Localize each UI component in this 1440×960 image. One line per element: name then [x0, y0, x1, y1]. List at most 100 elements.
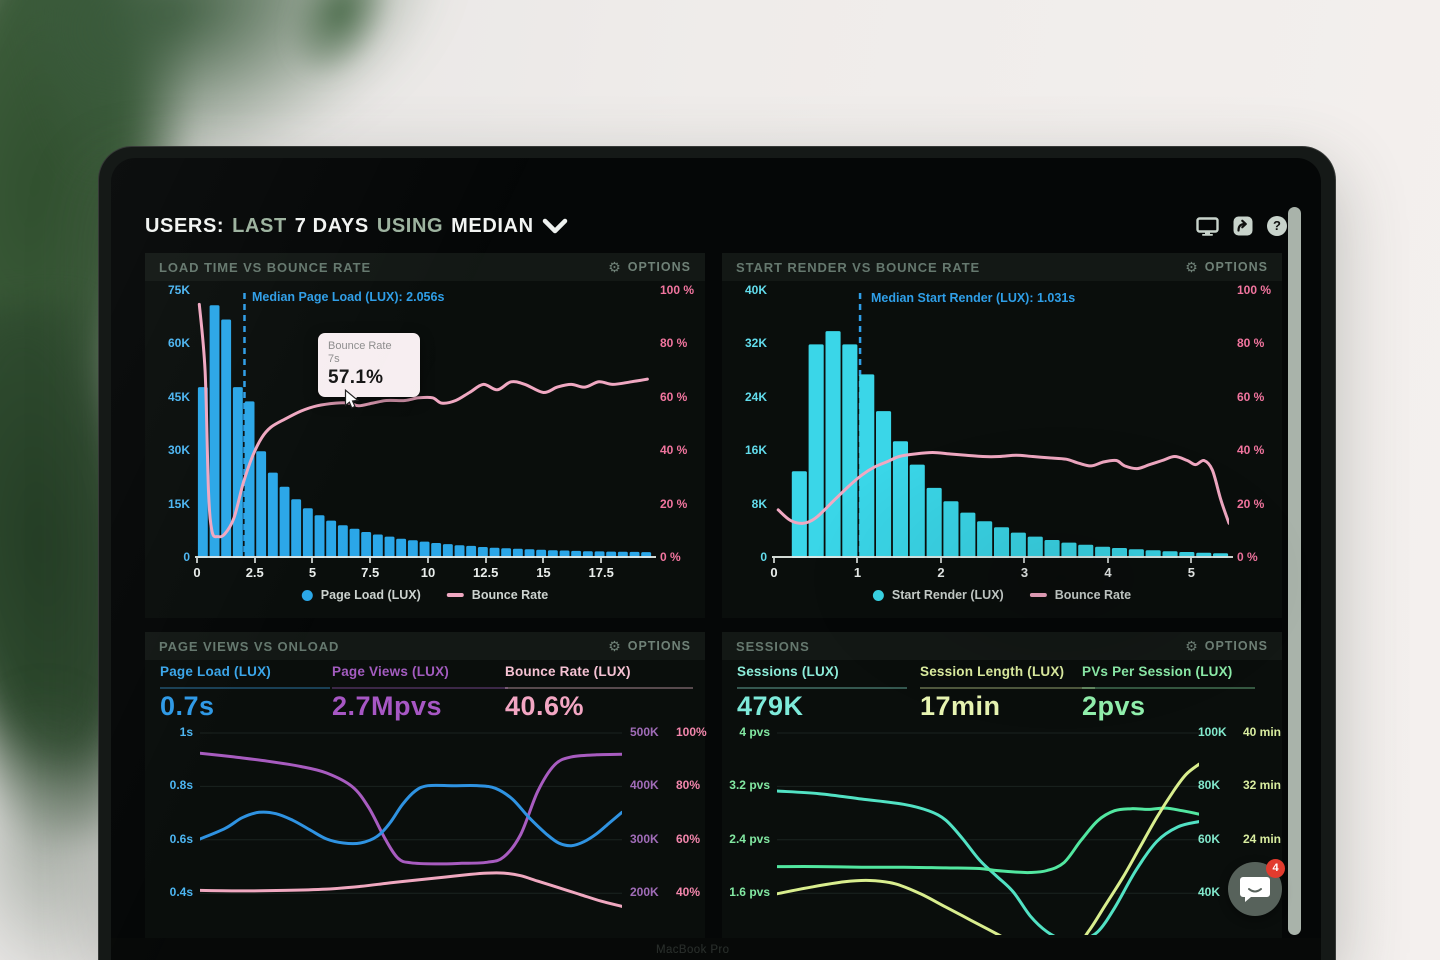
- gear-icon: ⚙: [608, 259, 622, 275]
- y-axis-label: 0.6s: [169, 831, 193, 846]
- title-part: USING: [376, 214, 444, 237]
- chart-page-views-vs-onload: [200, 732, 622, 908]
- cursor-icon: [344, 389, 360, 409]
- metric-underline: [1082, 687, 1255, 689]
- y-axis-label: 400K: [630, 778, 659, 793]
- x-tick-mark: [773, 558, 775, 563]
- x-tick-mark: [426, 558, 429, 563]
- x-tick-label: 2.5: [245, 565, 264, 580]
- metric-label: Sessions (LUX): [737, 664, 839, 679]
- y-axis-label: 0: [183, 550, 190, 564]
- scrollbar[interactable]: [1288, 207, 1301, 935]
- y-axis-label: 2.4 pvs: [729, 831, 770, 846]
- page-title-dropdown[interactable]: USERS: LAST 7 DAYS USING MEDIAN: [145, 210, 568, 242]
- x-tick-label: 15: [536, 565, 551, 580]
- x-tick-label: 7.5: [361, 565, 380, 580]
- y-axis-label: 0.4s: [169, 885, 193, 900]
- y-axis-label: 80 %: [1237, 336, 1265, 351]
- y-axis-label: 8K: [751, 496, 767, 511]
- y-axis-label: 0 %: [1237, 550, 1258, 564]
- help-icon: ?: [1267, 216, 1287, 236]
- chat-button[interactable]: 4: [1228, 859, 1285, 916]
- options-button[interactable]: ⚙ OPTIONS: [608, 260, 691, 274]
- options-button[interactable]: ⚙ OPTIONS: [1185, 260, 1268, 274]
- x-tick-mark: [600, 558, 603, 563]
- legend-line-swatch: [446, 593, 464, 597]
- x-tick-mark: [939, 558, 942, 563]
- y-axis-label: 24K: [744, 389, 767, 404]
- metric-underline: [160, 687, 330, 689]
- legend-label: Start Render (LUX): [891, 588, 1004, 602]
- y-axis-label: 80K: [1198, 778, 1221, 793]
- x-tick-label: 17.5: [588, 565, 614, 580]
- legend-item[interactable]: Page Load (LUX): [301, 588, 421, 602]
- legend-item[interactable]: Bounce Rate: [446, 588, 549, 602]
- x-tick-label: 0: [770, 565, 778, 580]
- metric-label: Bounce Rate (LUX): [505, 664, 631, 679]
- legend-item[interactable]: Bounce Rate: [1029, 588, 1132, 602]
- x-axis-line: [772, 556, 1233, 558]
- y-axis-label: 24 min: [1243, 831, 1282, 846]
- options-button[interactable]: ⚙ OPTIONS: [1185, 639, 1268, 653]
- gear-icon: ⚙: [608, 638, 622, 654]
- gear-icon: ⚙: [1185, 259, 1199, 275]
- options-label: OPTIONS: [627, 260, 691, 274]
- legend-label: Bounce Rate: [1054, 588, 1132, 602]
- laptop-brand-label: MacBook Pro: [656, 944, 730, 956]
- x-tick-mark: [484, 558, 487, 563]
- legend-label: Bounce Rate: [471, 588, 549, 602]
- title-part: USERS:: [145, 214, 225, 237]
- legend-item[interactable]: Start Render (LUX): [872, 588, 1004, 602]
- metric-value: 0.7s: [160, 691, 215, 721]
- laptop-brand-label: MacBook Pro: [656, 944, 730, 956]
- x-tick-mark: [1023, 558, 1026, 563]
- panel-title: PAGE VIEWS VS ONLOAD: [159, 638, 340, 654]
- y-axis-label: 40 %: [660, 443, 688, 458]
- monitor-icon-button[interactable]: [1196, 216, 1219, 236]
- y-axis-label: 300K: [630, 831, 659, 846]
- x-tick-label: 12.5: [473, 565, 499, 580]
- panel-title-row: START RENDER VS BOUNCE RATE ⚙ OPTIONS: [722, 253, 1282, 281]
- x-tick-label: 5: [308, 565, 317, 580]
- title-part: 7 DAYS: [294, 214, 369, 237]
- y-axis-label: 100 %: [660, 283, 695, 297]
- y-axis-label: 16K: [744, 443, 767, 458]
- y-axis-label: 30K: [167, 443, 190, 458]
- share-icon-button[interactable]: [1233, 216, 1253, 236]
- metric-label: Page Load (LUX): [160, 664, 272, 679]
- median-annotation: Median Page Load (LUX): 2.056s: [252, 290, 445, 304]
- help-icon-button[interactable]: ?: [1267, 216, 1287, 236]
- options-label: OPTIONS: [1204, 639, 1268, 653]
- y-axis-label: 0: [760, 550, 767, 564]
- chart-load-time-vs-bounce-rate: [197, 293, 652, 558]
- y-axis-label: 15K: [167, 496, 190, 511]
- metric-underline: [737, 687, 907, 689]
- panel-title: START RENDER VS BOUNCE RATE: [736, 259, 981, 275]
- y-axis-label: 40K: [744, 283, 767, 297]
- metric-value: 479K: [737, 691, 804, 721]
- share-icon: [1233, 216, 1253, 236]
- y-axis-label: 1.6 pvs: [729, 885, 770, 900]
- panel-page-views-vs-onload: PAGE VIEWS VS ONLOAD ⚙ OPTIONS: [145, 632, 705, 938]
- x-tick-mark: [369, 558, 372, 563]
- x-tick-label: 4: [1104, 565, 1112, 580]
- y-axis-label: 80 %: [660, 336, 688, 351]
- x-tick-mark: [311, 558, 314, 563]
- panel-title-row: PAGE VIEWS VS ONLOAD ⚙ OPTIONS: [145, 632, 705, 660]
- legend-dot-swatch: [872, 589, 884, 601]
- x-tick-mark: [253, 558, 256, 563]
- tooltip-sublabel: 7s: [328, 353, 340, 365]
- panel-title-row: SESSIONS ⚙ OPTIONS: [722, 632, 1282, 660]
- metric-label: PVs Per Session (LUX): [1082, 664, 1233, 679]
- y-axis-label: 20 %: [1237, 496, 1265, 511]
- options-label: OPTIONS: [627, 639, 691, 653]
- title-part: LAST: [232, 214, 287, 237]
- x-tick-label: 5: [1187, 565, 1196, 580]
- metric-underline: [332, 687, 508, 689]
- options-button[interactable]: ⚙ OPTIONS: [608, 639, 691, 653]
- legend: Page Load (LUX) Bounce Rate: [301, 588, 549, 602]
- y-axis-label: 500K: [630, 725, 659, 739]
- metric-label: Session Length (LUX): [920, 664, 1065, 679]
- y-axis-label: 20 %: [660, 496, 688, 511]
- metric-underline: [920, 687, 1095, 689]
